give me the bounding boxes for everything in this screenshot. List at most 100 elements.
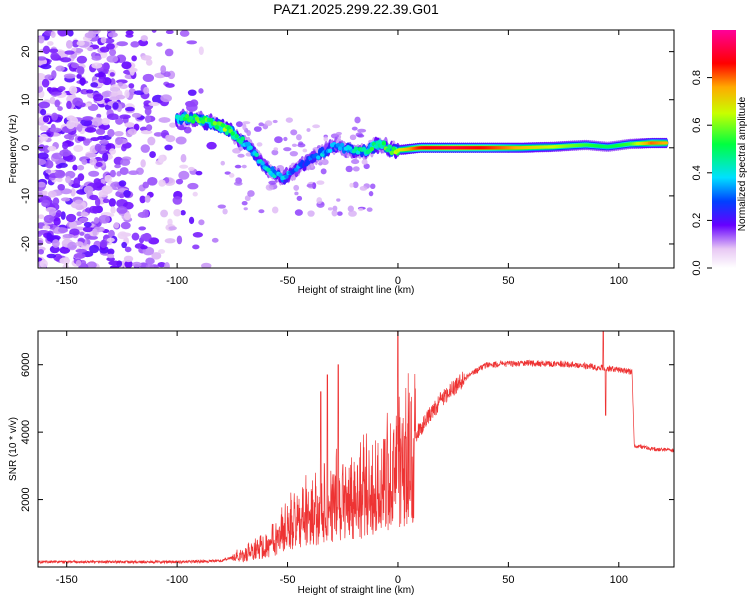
spectrogram-noise-cell [82,116,94,121]
spectrogram-noise-cell [119,167,129,175]
spectrogram-noise-cell [363,163,370,170]
spectrogram-noise-cell [102,152,109,162]
spectrogram-ridge-cell [190,119,196,124]
spectrogram-noise-cell [173,208,182,217]
spectrogram-noise-cell [77,164,85,171]
spectrogram-noise-cell [38,214,45,220]
spectrogram-noise-cell [235,121,243,128]
spectrogram-noise-cell [56,177,63,183]
colorbar-ticks: 0.0 0.2 0.4 0.6 0.8 [691,70,712,276]
spectrogram-ridge-cell [327,148,333,153]
spectrogram-noise-cell [179,30,190,37]
spectrogram-noise-cell [38,73,46,81]
snr-series-line [38,331,674,565]
snr-x-tick-label: -100 [166,574,188,586]
spectrogram-noise-cell [131,55,137,62]
spectrogram-ridge-cell [318,149,323,154]
spectrogram-noise-cell [79,217,88,223]
spectrogram-noise-cell [107,253,115,259]
spectrogram-y-tick-label: -10 [20,188,32,204]
spectrogram-noise-cell [125,30,134,35]
colorbar-label: Normalized spectral amplitude [737,96,748,231]
spectrogram-noise-cell [138,226,147,231]
snr-x-tick-label: -150 [56,574,78,586]
spectrogram-noise-cell [274,136,283,144]
spectrogram-noise-cell [80,211,89,217]
spectrogram-noise-cell [148,101,160,107]
spectrogram-noise-cell [41,199,51,208]
spectrogram-noise-cell [47,145,57,152]
spectrogram-noise-cell [109,49,117,56]
spectrogram-y-ticks: -20 -10 0 10 20 [20,46,674,252]
spectrogram-noise-cell [293,184,300,191]
spectrogram-noise-cell [198,88,204,94]
spectrogram-noise-cell [92,228,98,237]
spectrogram-ridge-cell [355,150,361,155]
spectrogram-noise-cell [294,209,303,216]
spectrogram-x-tick-label: -100 [166,275,188,287]
spectrogram-noise-cell [65,39,73,49]
spectrogram-noise-cell [81,159,88,165]
colorbar-gradient [712,30,736,268]
spectrogram-noise-cell [57,106,63,111]
spectrogram-noise-cell [169,122,177,128]
spectrogram-noise-cell [102,62,110,71]
spectrogram-noise-cell [62,142,69,150]
spectrogram-noise-cell [256,142,263,147]
spectrogram-y-tick-label: 10 [20,94,32,106]
snr-x-tick-label: 100 [610,574,628,586]
spectrogram-noise-cell [84,233,91,240]
spectrogram-ridge-cell [240,136,245,141]
spectrogram-noise-cell [128,88,137,96]
spectrogram-noise-cell [55,209,62,217]
spectrogram-noise-cell [349,134,357,141]
spectrogram-noise-cell [38,239,44,246]
spectrogram-noise-cell [81,243,91,251]
spectrogram-noise-cell [59,257,71,265]
spectrogram-noise-cell [157,261,166,268]
spectrogram-noise-cell [316,197,323,204]
spectrogram-noise-cell [289,150,299,157]
spectrogram-noise-cell [153,132,163,137]
spectrogram-noise-cell [108,260,121,266]
spectrogram-noise-cell [189,99,199,107]
spectrogram-noise-cell [82,226,93,233]
spectrogram-noise-cell [178,170,190,180]
spectrogram-noise-cell [80,119,93,127]
spectrogram-noise-cell [220,160,225,166]
snr-y-axis-label: SNR (10 * v/v) [8,417,19,481]
snr-y-tick-label: 4000 [20,420,32,444]
spectrogram-noise-cell [85,153,97,158]
spectrogram-noise-cell [116,206,128,214]
spectrogram-noise-cell [335,131,342,136]
spectrogram-noise-cell [89,244,100,254]
spectrogram-noise-cell [74,199,83,205]
spectrogram-noise-cell [108,229,115,238]
spectrogram-noise-cell [38,85,44,94]
spectrogram-noise-cell [158,154,165,164]
spectrogram-ridge-cell [335,143,341,148]
spectrogram-noise-cell [297,143,306,148]
spectrogram-noise-cell [117,81,124,87]
spectrogram-noise-cell [39,133,49,142]
spectrogram-noise-cell [116,41,129,47]
spectrogram-noise-cell [157,249,166,254]
spectrogram-noise-cell [109,72,115,77]
spectrogram-noise-cell [38,101,51,109]
spectrogram-noise-cell [60,57,72,63]
spectrogram-noise-cell [76,123,83,132]
spectrogram-noise-cell [114,137,123,145]
spectrogram-noise-cell [175,136,187,145]
spectrogram-noise-cell [75,241,84,247]
spectrogram-noise-cell [176,235,183,245]
spectrogram-noise-cell [187,89,197,96]
spectrogram-noise-cell [147,176,158,186]
spectrogram-noise-cell [145,59,153,66]
spectrogram-noise-cell [106,113,119,121]
spectrogram-noise-cell [66,100,72,110]
spectrogram-noise-cell [121,61,132,70]
spectrogram-noise-cell [64,50,75,55]
spectrogram-ridge-cell [212,120,218,126]
spectrogram-noise-cell [128,83,135,89]
spectrogram-noise-cell [222,208,228,215]
